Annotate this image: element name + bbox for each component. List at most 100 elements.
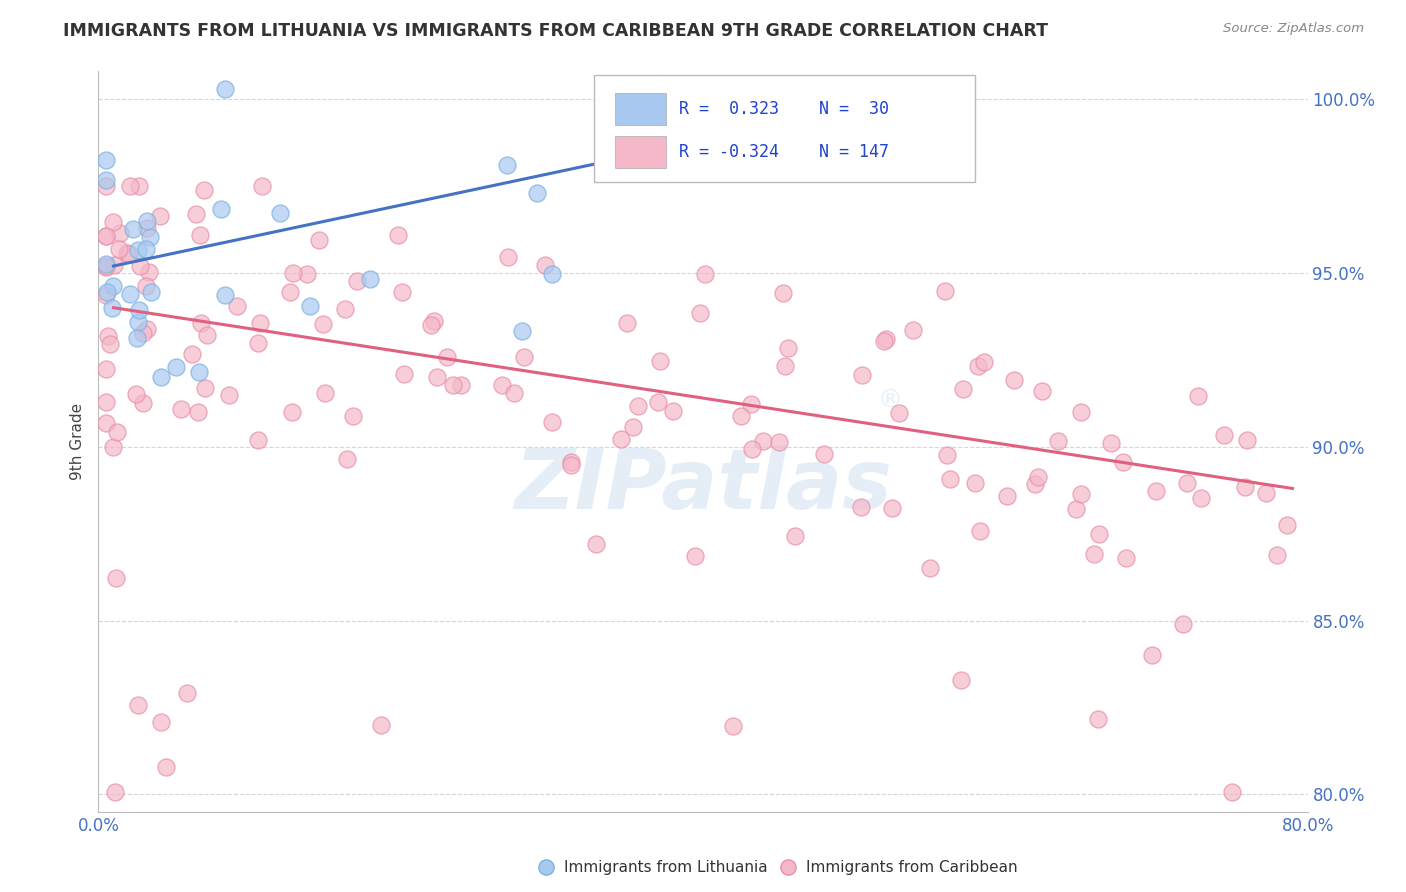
Point: [214, 288, 236, 302]
FancyBboxPatch shape: [595, 75, 976, 183]
Point: [1070, 405, 1092, 419]
Point: [136, 221, 159, 235]
Point: [136, 322, 159, 336]
Point: [1002, 373, 1025, 387]
Point: [308, 233, 330, 247]
Point: [526, 186, 548, 200]
Point: [94, 228, 117, 243]
Point: [128, 179, 150, 194]
Point: [963, 475, 986, 490]
Point: [1277, 518, 1299, 533]
Point: [346, 274, 368, 288]
Point: [973, 355, 995, 369]
Point: [773, 359, 796, 373]
Point: [155, 759, 177, 773]
Point: [94, 153, 117, 167]
Point: [108, 242, 131, 256]
Point: [193, 183, 215, 197]
Point: [783, 529, 806, 543]
Point: [1088, 526, 1111, 541]
Point: [503, 386, 526, 401]
Point: [360, 272, 382, 286]
Point: [610, 432, 633, 446]
Point: [813, 447, 835, 461]
Point: [1115, 550, 1137, 565]
Point: [560, 458, 582, 472]
Point: [1267, 549, 1289, 563]
Point: [1171, 616, 1194, 631]
Point: [176, 686, 198, 700]
Point: [127, 315, 149, 329]
Point: [560, 455, 582, 469]
Text: Immigrants from Lithuania: Immigrants from Lithuania: [564, 860, 768, 875]
Point: [498, 251, 520, 265]
Point: [101, 215, 124, 229]
Point: [648, 354, 671, 368]
Point: [1070, 486, 1092, 500]
Point: [540, 415, 562, 429]
Point: [94, 288, 117, 302]
Point: [281, 405, 304, 419]
Point: [1024, 477, 1046, 491]
Point: [98, 337, 121, 351]
Point: [616, 316, 638, 330]
Point: [101, 301, 124, 315]
Point: [1031, 384, 1053, 399]
Point: [949, 673, 972, 687]
Point: [778, 341, 800, 355]
Point: [94, 173, 117, 187]
Text: IMMIGRANTS FROM LITHUANIA VS IMMIGRANTS FROM CARIBBEAN 9TH GRADE CORRELATION CHA: IMMIGRANTS FROM LITHUANIA VS IMMIGRANTS …: [63, 22, 1049, 40]
Point: [135, 242, 157, 256]
Point: [139, 230, 162, 244]
Point: [125, 387, 148, 401]
Point: [252, 179, 274, 194]
Point: [299, 300, 322, 314]
Point: [939, 472, 962, 486]
Point: [730, 409, 752, 423]
Point: [188, 227, 211, 242]
Point: [441, 378, 464, 392]
Point: [187, 405, 209, 419]
Point: [426, 370, 449, 384]
Point: [269, 205, 291, 219]
Point: [165, 360, 187, 375]
Point: [195, 328, 218, 343]
Point: [969, 524, 991, 538]
Point: [105, 425, 128, 439]
Point: [849, 500, 872, 514]
Point: [740, 397, 762, 411]
Point: [136, 214, 159, 228]
Point: [118, 247, 141, 261]
Point: [247, 336, 270, 351]
Text: Source: ZipAtlas.com: Source: ZipAtlas.com: [1223, 22, 1364, 36]
Point: [187, 365, 209, 379]
Point: [128, 303, 150, 318]
Point: [342, 409, 364, 423]
Point: [94, 395, 117, 409]
Point: [312, 318, 335, 332]
Point: [752, 434, 775, 449]
Point: [647, 395, 669, 409]
Point: [1256, 486, 1278, 500]
Point: [132, 396, 155, 410]
Point: [132, 326, 155, 340]
Point: [127, 244, 149, 258]
Point: [94, 362, 117, 376]
Point: [1099, 436, 1122, 450]
Point: [1112, 455, 1135, 469]
Point: [108, 226, 131, 240]
Point: [194, 381, 217, 395]
Point: [772, 285, 794, 300]
Point: [94, 417, 117, 431]
Point: [1236, 434, 1258, 448]
Point: [105, 571, 128, 585]
Point: [661, 404, 683, 418]
Point: [150, 714, 173, 729]
Point: [120, 179, 142, 194]
Point: [96, 285, 118, 299]
Point: [295, 267, 318, 281]
Point: [887, 406, 910, 420]
Point: [214, 81, 236, 95]
Point: [534, 258, 557, 272]
FancyBboxPatch shape: [614, 136, 665, 169]
